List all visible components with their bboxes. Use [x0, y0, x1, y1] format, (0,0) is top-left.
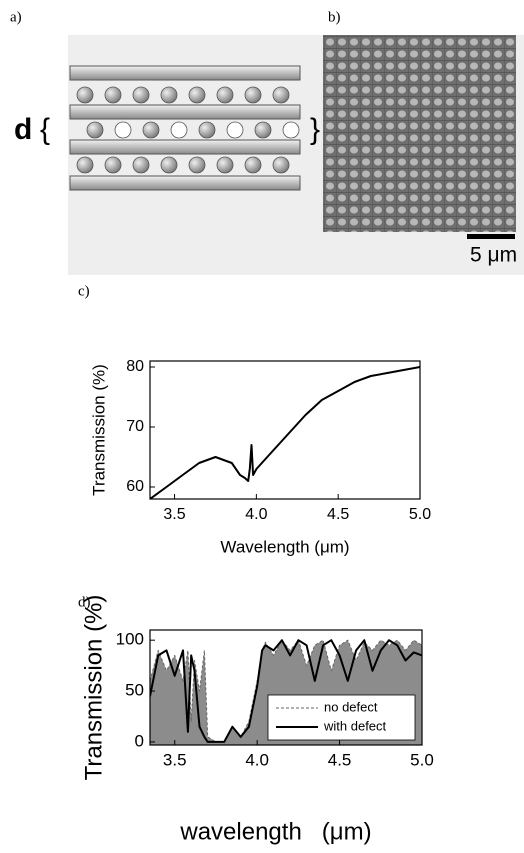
y-tick-label: 60	[126, 478, 144, 495]
sphere	[142, 121, 160, 139]
sphere	[132, 156, 150, 174]
sphere	[76, 86, 94, 104]
sphere	[188, 156, 206, 174]
scale-bar	[467, 234, 515, 239]
brace: }	[310, 113, 320, 146]
sphere	[76, 156, 94, 174]
rod	[69, 139, 301, 155]
sphere	[272, 156, 290, 174]
micrograph	[323, 35, 516, 232]
sphere	[114, 121, 132, 139]
x-axis-label: Wavelength (μm)	[220, 537, 349, 556]
panel-label: d)	[78, 594, 91, 610]
y-tick-label: 100	[116, 630, 144, 649]
sphere	[188, 86, 206, 104]
x-tick-label: 3.5	[163, 506, 185, 523]
panel-label: a)	[10, 9, 22, 25]
x-tick-label: 3.5	[163, 750, 187, 769]
y-tick-label: 70	[126, 418, 144, 435]
plot-frame	[149, 629, 423, 746]
legend-box	[267, 694, 416, 741]
y-tick-label: 80	[126, 358, 144, 375]
brace: {	[40, 113, 50, 146]
y-axis-label: Transmission (%)	[89, 364, 108, 496]
rod	[69, 104, 301, 120]
diagram: d { }	[14, 65, 320, 191]
sphere	[86, 121, 104, 139]
panel-label: b)	[328, 9, 341, 25]
rod	[69, 65, 301, 81]
sphere	[104, 86, 122, 104]
x-tick-label: 4.5	[327, 506, 349, 523]
panel-label: c)	[78, 283, 90, 299]
sphere	[226, 121, 244, 139]
sphere	[104, 156, 122, 174]
x-tick-label: 5.0	[410, 750, 434, 769]
plot-frame	[149, 360, 421, 500]
y-axis-label: Transmission (%)	[80, 595, 107, 781]
rod	[69, 175, 301, 191]
sphere	[132, 86, 150, 104]
sphere	[170, 121, 188, 139]
sphere	[160, 156, 178, 174]
sphere	[272, 86, 290, 104]
line	[150, 639, 422, 743]
sphere	[282, 121, 300, 139]
legend-label: with defect	[323, 718, 387, 733]
y-tick-label: 50	[125, 681, 144, 700]
line	[150, 366, 420, 499]
sphere	[244, 86, 262, 104]
x-tick-label: 4.0	[245, 750, 269, 769]
sphere	[198, 121, 216, 139]
sphere	[244, 156, 262, 174]
x-tick-label: 4.0	[245, 506, 267, 523]
y-tick-label: 0	[135, 731, 144, 750]
spacing-label: d	[14, 113, 32, 146]
line	[150, 639, 422, 743]
sphere	[160, 86, 178, 104]
x-axis-label: wavelength (μm)	[179, 818, 371, 845]
x-tick-label: 4.5	[328, 750, 352, 769]
scale-bar-label: 5 μm	[470, 244, 517, 267]
sphere	[216, 86, 234, 104]
sphere	[216, 156, 234, 174]
x-tick-label: 5.0	[409, 506, 431, 523]
legend-label: no defect	[324, 699, 378, 714]
sphere	[254, 121, 272, 139]
